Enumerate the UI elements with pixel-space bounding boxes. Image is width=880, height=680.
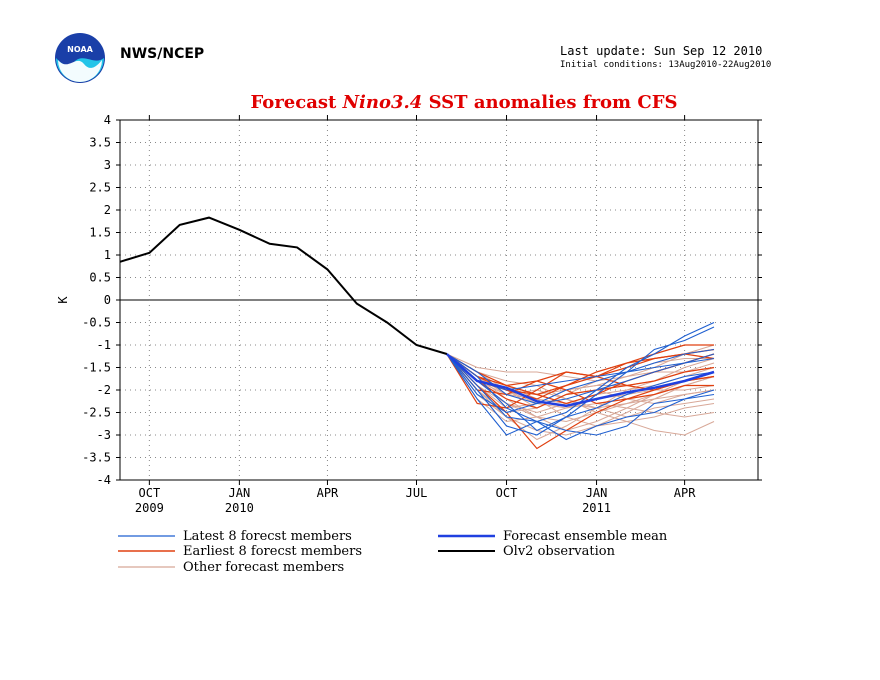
y-tick-label: -2.5: [82, 406, 111, 420]
ensemble-mean-line: [445, 353, 715, 408]
y-tick-label: 1.5: [89, 226, 111, 240]
y-tick-label: -3: [97, 428, 111, 442]
x-tick-label: OCT: [496, 486, 518, 500]
y-tick-label: 0: [104, 293, 111, 307]
legend-label-other: Other forecast members: [183, 560, 344, 575]
title-part-1: Forecast: [251, 92, 343, 113]
y-tick-label: 3: [104, 158, 111, 172]
other-member-line: [446, 353, 715, 432]
y-tick-label: 4: [104, 113, 111, 127]
main-lines: [119, 216, 715, 408]
agency-label: NWS/NCEP: [120, 46, 205, 62]
x-tick-year-label: 2010: [225, 501, 254, 515]
earliest-member-line: [446, 353, 715, 409]
y-tick-label: 0.5: [89, 271, 111, 285]
x-tick-label: APR: [674, 486, 696, 500]
title-part-2: Nino3.4: [342, 92, 423, 113]
y-tick-label: -3.5: [82, 451, 111, 465]
y-axis-label: K: [56, 296, 70, 304]
x-tick-label: JAN: [229, 486, 251, 500]
x-tick-label: JUL: [406, 486, 428, 500]
y-tick-label: -1: [97, 338, 111, 352]
y-tick-label: 3.5: [89, 136, 111, 150]
last-update: Last update: Sun Sep 12 2010: [560, 44, 763, 58]
x-tick-year-label: 2011: [582, 501, 611, 515]
y-tick-label: 1: [104, 248, 111, 262]
y-tick-label: 2: [104, 203, 111, 217]
legend-label-mean: Forecast ensemble mean: [503, 529, 668, 544]
initial-conditions: Initial conditions: 13Aug2010-22Aug2010: [560, 60, 772, 70]
legend-label-earliest: Earliest 8 forecst members: [183, 544, 362, 559]
chart-title: Forecast Nino3.4 SST anomalies from CFS: [251, 92, 678, 113]
y-tick-label: 2.5: [89, 181, 111, 195]
x-tick-label: JAN: [586, 486, 608, 500]
legend-label-latest: Latest 8 forecst members: [183, 529, 352, 544]
forecast-members: [446, 322, 715, 450]
y-tick-label: -0.5: [82, 316, 111, 330]
y-tick-label: -2: [97, 383, 111, 397]
y-tick-label: -1.5: [82, 361, 111, 375]
latest-member-line: [446, 326, 715, 436]
latest-member-line: [446, 353, 715, 414]
noaa-logo-icon: NOAA: [54, 32, 106, 84]
latest-member-line: [446, 353, 715, 436]
logo-text: NOAA: [67, 45, 93, 54]
observation-line: [119, 216, 448, 355]
grid: [120, 120, 758, 480]
x-tick-label: APR: [317, 486, 339, 500]
x-tick-year-label: 2009: [135, 501, 164, 515]
y-tick-label: -4: [97, 473, 111, 487]
legend-label-observation: Olv2 observation: [503, 544, 616, 559]
y-axis: 4 3.5 3 2.5 2 1.5 1 0.5 0 -0.5 -1 -1.5 -2 -2.5 -3 -3.5 -…: [82, 113, 762, 487]
latest-member-line: [446, 353, 715, 432]
title-part-3: SST anomalies from CFS: [422, 92, 677, 113]
x-tick-label: OCT: [139, 486, 161, 500]
